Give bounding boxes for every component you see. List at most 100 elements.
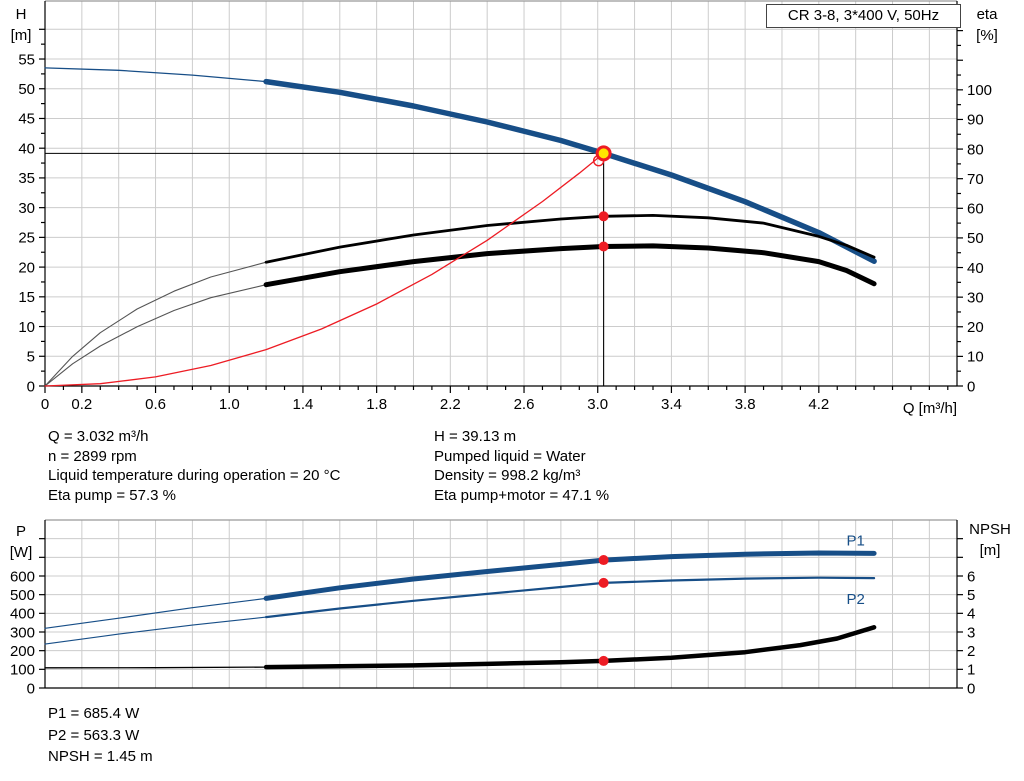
power-npsh-chart-left-ticks	[39, 538, 45, 689]
head-eta-chart-right-tick-label: 70	[967, 171, 984, 188]
power-npsh-chart-left-tick-label: 100	[10, 662, 35, 679]
head-eta-chart: 0 5 10 15 20 25 30 35 40 45 50 55 0 10 20 30 40 50 60 70 80 9…	[18, 0, 992, 413]
duty-eta-pump-text: Eta pump = 57.3 %	[48, 486, 176, 504]
system-curve	[44, 152, 605, 387]
head-eta-chart-grid	[45, 1, 957, 386]
power-npsh-chart-left-tick-label: 600	[10, 568, 35, 585]
power-npsh-chart-left-tick-label: 300	[10, 624, 35, 641]
power-npsh-chart-right-tick-label: 4	[967, 606, 975, 623]
duty-info-left: Q = 3.032 m³/h n = 2899 rpm Liquid tempe…	[48, 427, 340, 505]
head-eta-chart-x-tick-label: 2.2	[440, 396, 461, 413]
head-curve-thin-segment	[44, 67, 267, 83]
head-eta-chart-x-tick-label: 1.4	[293, 396, 314, 413]
head-eta-chart-x-tick-label: 1.0	[219, 396, 240, 413]
power-npsh-chart-grid	[45, 520, 957, 688]
power-info: P1 = 685.4 W P2 = 563.3 W NPSH = 1.45 m	[48, 703, 153, 768]
eta-pump-motor-curve-thin-segment	[44, 284, 267, 387]
duty-liquid-text: Pumped liquid = Water	[434, 447, 586, 465]
head-eta-chart-right-tick-label: 40	[967, 260, 984, 277]
duty-density-text: Density = 998.2 kg/m³	[434, 467, 581, 484]
npsh-duty-dot	[598, 655, 609, 666]
head-eta-chart-x-tick-label: 2.6	[514, 396, 535, 413]
head-eta-chart-left-tick-label: 40	[18, 140, 35, 157]
p1-duty-dot	[598, 555, 609, 566]
head-eta-chart-x-tick-label: 0.2	[71, 396, 92, 413]
p1-curve-label: P1	[846, 532, 864, 549]
pump-title-box: CR 3-8, 3*400 V, 50Hz	[766, 4, 961, 28]
power-npsh-chart-right-tick-label: 2	[967, 643, 975, 660]
head-eta-chart-left-tick-label: 35	[18, 170, 35, 187]
head-eta-chart-right-tick-label: 90	[967, 112, 984, 129]
head-eta-chart-left-tick-label: 30	[18, 200, 35, 217]
power-npsh-chart-left-tick-label: 0	[27, 680, 35, 697]
npsh-curve	[263, 625, 877, 670]
head-eta-chart-x-ticks	[44, 386, 949, 393]
duty-p2-text: P2 = 563.3 W	[48, 726, 140, 744]
power-axis-title: P [W]	[9, 523, 33, 561]
eta-pump-curve-thin-segment	[44, 261, 267, 387]
duty-point-marker[interactable]	[595, 145, 612, 162]
head-eta-chart-left-tick-label: 55	[18, 51, 35, 68]
head-eta-chart-x-tick-label: 0.6	[145, 396, 166, 413]
eta-pump-curve	[264, 214, 876, 264]
duty-temperature-text: Liquid temperature during operation = 20…	[48, 467, 341, 484]
head-eta-chart-left-tick-label: 10	[18, 319, 35, 336]
p2-curve-thin-segment	[44, 616, 267, 645]
npsh-axis-title: NPSH [m]	[969, 521, 1011, 559]
head-eta-chart-left-tick-label: 50	[18, 81, 35, 98]
p1-curve	[263, 550, 877, 601]
head-eta-chart-left-tick-label: 20	[18, 259, 35, 276]
head-eta-chart-x-tick-label: 3.4	[661, 396, 682, 413]
p1-curve-thin-segment	[44, 597, 267, 629]
power-npsh-chart-left-tick-label: 400	[10, 606, 35, 623]
head-eta-chart-left-tick-label: 25	[18, 230, 35, 247]
head-eta-chart-right-tick-label: 100	[967, 82, 992, 99]
head-eta-chart-right-tick-label: 50	[967, 230, 984, 247]
duty-eta-pump-motor-text: Eta pump+motor = 47.1 %	[434, 486, 610, 504]
head-eta-chart-right-tick-label: 80	[967, 141, 984, 158]
p2-duty-dot	[598, 577, 609, 588]
npsh-curve-thin-segment	[44, 666, 267, 669]
power-npsh-chart-right-tick-label: 0	[967, 680, 975, 697]
power-npsh-chart-right-tick-label: 5	[967, 587, 975, 604]
head-eta-chart-left-tick-label: 0	[27, 378, 35, 395]
duty-speed-text: n = 2899 rpm	[48, 447, 137, 465]
power-npsh-chart-right-tick-label: 3	[967, 624, 975, 641]
eta-axis-title: eta [%]	[976, 6, 998, 44]
head-eta-chart-right-tick-label: 60	[967, 201, 984, 218]
duty-flow-text: Q = 3.032 m³/h	[48, 428, 149, 445]
head-eta-chart-right-tick-label: 20	[967, 319, 984, 336]
head-axis-title: H [m]	[10, 6, 32, 44]
head-eta-chart-left-tick-label: 5	[27, 349, 35, 366]
head-eta-chart-x-tick-label: 0	[41, 396, 49, 413]
power-npsh-chart-right-ticks	[957, 538, 963, 689]
duty-info-right: H = 39.13 m Pumped liquid = Water Densit…	[434, 427, 609, 505]
p2-curve-label: P2	[846, 591, 864, 608]
eta-pump-motor-curve	[263, 243, 877, 288]
head-eta-chart-right-tick-label: 30	[967, 289, 984, 306]
head-curve	[263, 78, 877, 264]
head-eta-chart-right-tick-label: 10	[967, 349, 984, 366]
head-eta-chart-left-ticks	[39, 28, 45, 387]
power-npsh-chart-left-tick-label: 200	[10, 643, 35, 660]
head-eta-chart-left-tick-label: 15	[18, 289, 35, 306]
power-npsh-chart-left-tick-label: 500	[10, 587, 35, 604]
head-eta-chart-right-tick-label: 0	[967, 378, 975, 395]
flow-axis-title: Q [m³/h]	[902, 400, 957, 417]
head-eta-chart-x-tick-label: 4.2	[808, 396, 829, 413]
head-eta-chart-left-tick-label: 45	[18, 111, 35, 128]
p2-curve	[265, 576, 876, 619]
duty-p1-text: P1 = 685.4 W	[48, 705, 140, 722]
duty-npsh-text: NPSH = 1.45 m	[48, 748, 153, 765]
head-eta-chart-x-tick-label: 3.8	[735, 396, 756, 413]
duty-head-text: H = 39.13 m	[434, 428, 517, 445]
power-npsh-chart-axes	[44, 520, 958, 689]
eta-pump-duty-dot	[598, 211, 609, 222]
eta-pump-motor-duty-dot	[598, 241, 609, 252]
head-eta-chart-x-tick-label: 1.8	[366, 396, 387, 413]
head-eta-chart-right-ticks	[957, 15, 963, 387]
power-npsh-chart-right-tick-label: 6	[967, 568, 975, 585]
